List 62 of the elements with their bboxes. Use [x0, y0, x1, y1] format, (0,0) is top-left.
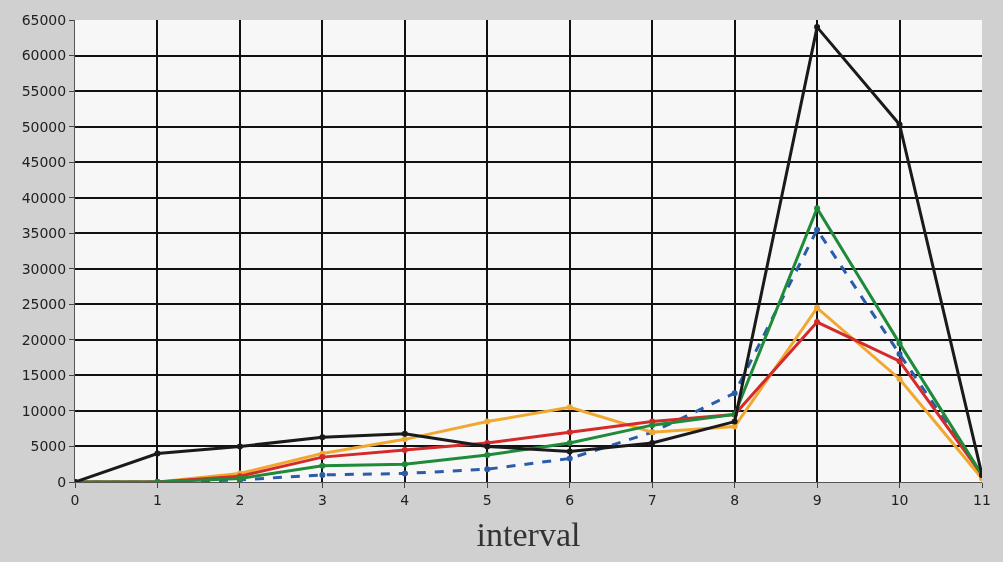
point [566, 439, 573, 446]
x-tick-label: 10 [890, 491, 909, 508]
point [566, 455, 573, 462]
point [484, 418, 491, 425]
point [401, 470, 408, 477]
point [484, 466, 491, 473]
point [814, 304, 821, 311]
y-tick-label: 10000 [21, 402, 67, 419]
x-tick-label: 1 [152, 491, 162, 508]
point [401, 461, 408, 468]
point [731, 418, 738, 425]
x-tick-label: 2 [235, 491, 245, 508]
point [319, 471, 326, 478]
y-tick-label: 5000 [30, 438, 67, 455]
point [896, 375, 903, 382]
point [566, 404, 573, 411]
point [814, 319, 821, 326]
point [896, 351, 903, 358]
point [649, 439, 656, 446]
x-tick-label: 0 [70, 491, 80, 508]
y-tick-label: 45000 [21, 154, 67, 171]
point [649, 422, 656, 429]
y-tick-label: 25000 [21, 296, 67, 313]
y-tick-label: 20000 [21, 331, 67, 348]
y-tick-label: 65000 [21, 11, 67, 28]
point [319, 462, 326, 469]
point [484, 451, 491, 458]
x-tick-label: 7 [647, 491, 657, 508]
point [896, 358, 903, 365]
y-tick-label: 15000 [21, 367, 67, 384]
x-axis-title: interval [476, 516, 581, 554]
point [814, 24, 821, 31]
point [484, 443, 491, 450]
x-tick-label: 5 [482, 491, 492, 508]
x-tick-label: 11 [973, 491, 991, 508]
point [566, 429, 573, 436]
point [814, 226, 821, 233]
point [731, 390, 738, 397]
point [566, 448, 573, 455]
y-tick-label: 35000 [21, 225, 67, 242]
x-tick-label: 6 [565, 491, 575, 508]
y-tick-label: 40000 [21, 189, 67, 206]
y-tick-label: 0 [57, 473, 67, 490]
x-tick-label: 9 [812, 491, 822, 508]
point [896, 121, 903, 128]
x-tick-label: 3 [317, 491, 327, 508]
x-tick-label: 4 [400, 491, 410, 508]
point [896, 340, 903, 347]
point [319, 454, 326, 461]
y-tick-label: 50000 [21, 118, 67, 135]
x-tick-label: 8 [730, 491, 740, 508]
point [319, 434, 326, 441]
y-tick-label: 55000 [21, 82, 67, 99]
point [401, 430, 408, 437]
point [154, 450, 161, 457]
point [814, 205, 821, 212]
point [401, 436, 408, 443]
point [401, 447, 408, 454]
point [731, 423, 738, 430]
y-tick-label: 30000 [21, 260, 67, 277]
y-tick-label: 60000 [21, 47, 67, 64]
point [236, 443, 243, 450]
